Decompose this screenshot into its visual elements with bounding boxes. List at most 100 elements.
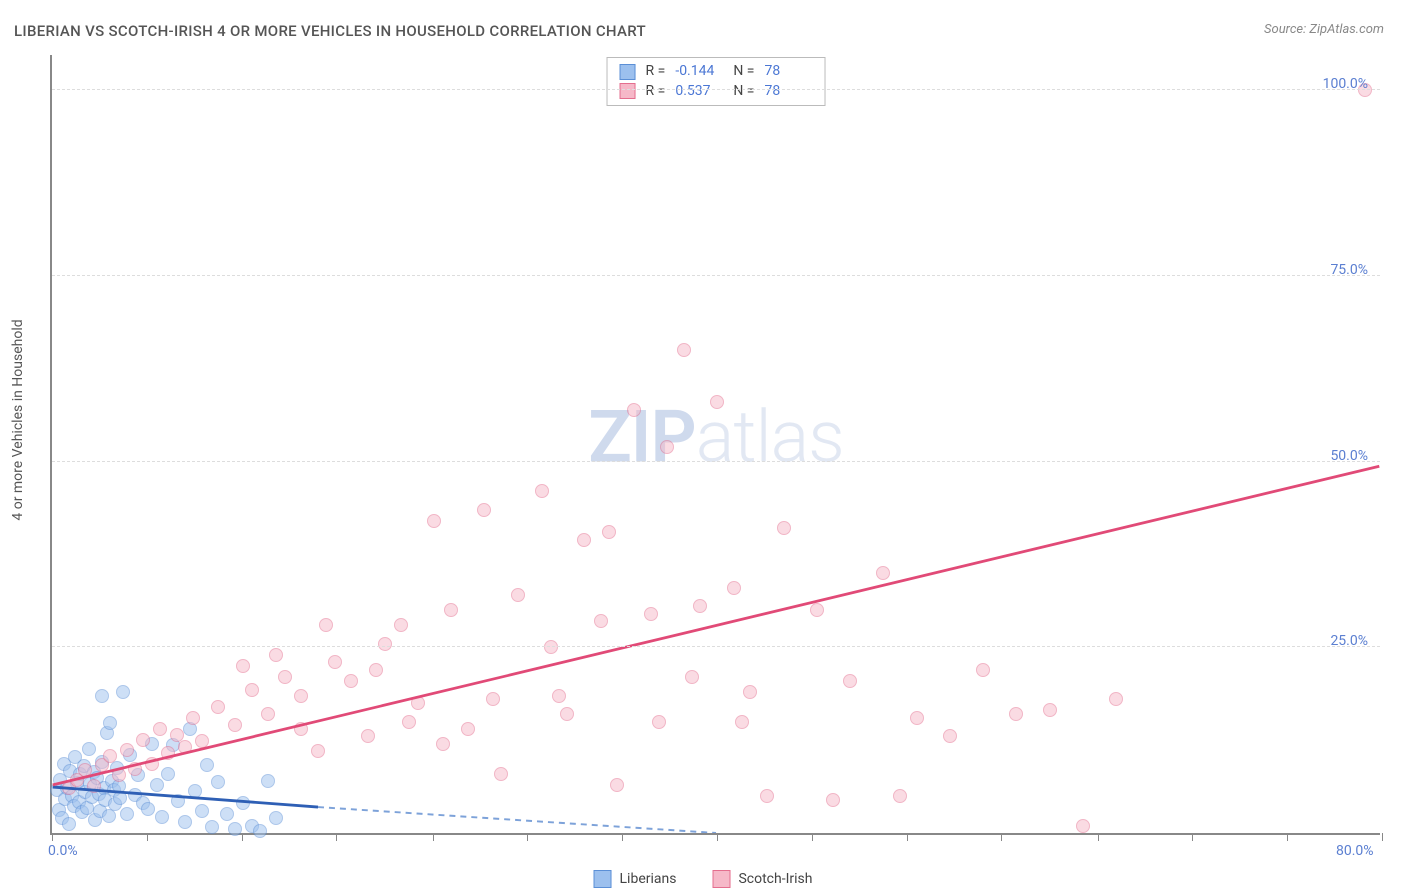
liberians-point [141, 802, 155, 816]
scotch-irish-point [245, 683, 259, 697]
scotch-irish-point [427, 514, 441, 528]
scotch-irish-point [810, 603, 824, 617]
chart-plot-area: ZIPatlas R =-0.144N =78R = 0.537N =78 25… [50, 55, 1380, 835]
scotch-irish-point [494, 767, 508, 781]
scotch-irish-point [552, 689, 566, 703]
liberians-point [188, 784, 202, 798]
scotch-irish-point [128, 762, 142, 776]
y-tick-label: 100.0% [1323, 76, 1368, 92]
scotch-irish-point [594, 614, 608, 628]
scotch-irish-point [369, 663, 383, 677]
scotch-irish-point [211, 700, 225, 714]
scotch-irish-point [602, 525, 616, 539]
n-label: N = [733, 82, 754, 102]
x-tick [1098, 833, 1099, 841]
scotch-irish-point [876, 566, 890, 580]
scotch-irish-point [278, 670, 292, 684]
liberians-point [269, 811, 283, 825]
liberians-point [195, 804, 209, 818]
scotch-irish-point [1043, 703, 1057, 717]
legend-item: Liberians [594, 870, 677, 888]
scotch-irish-point [727, 581, 741, 595]
scotch-irish-point [535, 484, 549, 498]
x-tick [622, 833, 623, 841]
liberians-point [120, 807, 134, 821]
stats-swatch [620, 64, 636, 80]
x-tick [52, 833, 53, 841]
x-tick [1001, 833, 1002, 841]
scotch-irish-point [660, 440, 674, 454]
n-value: 78 [764, 82, 812, 102]
scotch-irish-point [843, 674, 857, 688]
stats-row: R = 0.537N =78 [620, 82, 813, 102]
x-axis-max-label: 80.0% [1336, 843, 1374, 859]
y-tick-label: 25.0% [1330, 633, 1368, 649]
scotch-irish-point [78, 763, 92, 777]
gridline [52, 646, 1380, 647]
liberians-point [103, 716, 117, 730]
stats-swatch [620, 83, 636, 99]
scotch-irish-point [228, 718, 242, 732]
scotch-irish-point [735, 715, 749, 729]
scotch-irish-point [444, 603, 458, 617]
scotch-irish-point [112, 768, 126, 782]
gridline [52, 89, 1380, 90]
r-label: R = [646, 62, 666, 82]
legend-swatch [712, 870, 730, 888]
n-label: N = [733, 62, 754, 82]
liberians-point [205, 820, 219, 834]
scotch-irish-point [411, 696, 425, 710]
scotch-irish-point [743, 685, 757, 699]
scotch-irish-point [826, 793, 840, 807]
x-tick [527, 833, 528, 841]
liberians-point [113, 791, 127, 805]
liberians-point [116, 685, 130, 699]
scotch-irish-point [544, 640, 558, 654]
liberians-point [62, 817, 76, 831]
liberians-point [150, 778, 164, 792]
scotch-irish-point [269, 648, 283, 662]
scotch-irish-point [1076, 819, 1090, 833]
scotch-irish-point [103, 749, 117, 763]
scotch-irish-point [294, 689, 308, 703]
scotch-irish-point [178, 740, 192, 754]
scotch-irish-point [893, 789, 907, 803]
liberians-point [161, 767, 175, 781]
legend-label: Scotch-Irish [738, 871, 812, 887]
scotch-irish-point [120, 743, 134, 757]
x-tick [147, 833, 148, 841]
x-axis-min-label: 0.0% [48, 843, 78, 859]
n-value: 78 [764, 62, 812, 82]
scotch-irish-point [486, 692, 500, 706]
scotch-irish-point [436, 737, 450, 751]
scotch-irish-point [976, 663, 990, 677]
scotch-irish-point [87, 779, 101, 793]
scotch-irish-point [328, 655, 342, 669]
stats-row: R = -0.144 N = 78 [620, 62, 813, 82]
scotch-irish-point [311, 744, 325, 758]
liberians-point [178, 815, 192, 829]
scotch-irish-point [261, 707, 275, 721]
gridline [52, 461, 1380, 462]
x-tick [1287, 833, 1288, 841]
x-tick [907, 833, 908, 841]
scotch-irish-point [777, 521, 791, 535]
scotch-irish-point [560, 707, 574, 721]
scotch-irish-point [236, 659, 250, 673]
y-tick-label: 50.0% [1330, 448, 1368, 464]
scotch-irish-point [610, 778, 624, 792]
scotch-irish-point [477, 503, 491, 517]
x-tick [433, 833, 434, 841]
r-value: -0.144 [675, 62, 723, 82]
liberians-point [200, 758, 214, 772]
scotch-irish-point [145, 757, 159, 771]
scotch-irish-point [195, 734, 209, 748]
legend-item: Scotch-Irish [712, 870, 812, 888]
liberians-point [171, 794, 185, 808]
scotch-irish-point [461, 722, 475, 736]
liberians-point [95, 689, 109, 703]
stats-box: R =-0.144N =78R = 0.537N =78 [607, 57, 826, 106]
liberians-point [82, 742, 96, 756]
scotch-irish-point [577, 533, 591, 547]
scotch-irish-point [943, 729, 957, 743]
